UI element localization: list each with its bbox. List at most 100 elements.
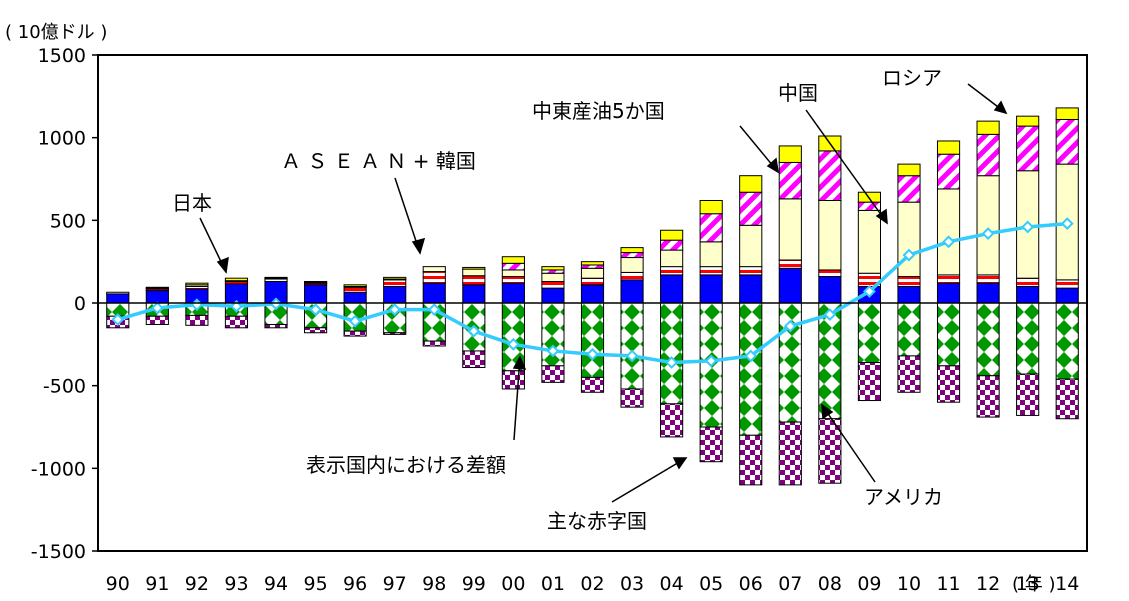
annotation-japan: 日本 [172,191,212,215]
bar-japan [304,284,328,304]
arrow-china [805,109,888,224]
x-tick-label: 07 [778,573,802,595]
x-tick-label: 02 [580,573,604,595]
bar-china [976,175,1000,276]
y-unit-label: ( 10億ドル ) [5,22,107,43]
bar-russia [897,163,921,177]
bar-japan [1055,287,1079,304]
bar-asean_korea [778,259,802,269]
bar-russia [224,277,249,282]
bar-usa [936,302,961,367]
bar-china [501,269,525,278]
x-tick-label: 05 [699,573,723,595]
x-tick-label: 12 [976,573,1000,595]
bar-russia [1016,115,1040,127]
bar-russia [304,281,328,283]
bar-other_deficit [857,362,881,402]
bar-usa [580,302,605,378]
bar-japan [976,282,1000,304]
y-axis-ticks: 1500 1000 500 0 -500 -1000 -1500 [31,45,98,563]
bar-other_deficit [1016,373,1040,416]
bar-asean_korea [620,271,644,281]
plot-frame [97,54,1088,552]
bar-japan [660,274,684,304]
bar-russia [739,175,763,193]
bar-other_deficit [264,323,288,329]
bar-japan [343,291,367,304]
x-tick-label: 14 [1055,573,1079,595]
line-point-difference [902,248,916,262]
bar-asean_korea [501,276,525,284]
bar-asean_korea [976,274,1000,284]
bar-mideast5 [1055,118,1079,165]
x-axis-ticks: 90 91 92 93 94 95 96 97 98 99 00 01 02 03 04 05 06 07 08 09… [106,573,1080,595]
bar-japan [897,285,921,304]
bar-china [936,188,961,276]
bar-other_deficit [224,315,249,329]
arrow-other-deficit [611,457,687,503]
bar-other_deficit [620,388,644,408]
bar-russia [936,140,961,155]
bar-other_deficit [383,332,407,335]
line-point-difference [704,354,718,368]
bar-russia [383,276,407,280]
line-point-difference [981,227,995,240]
bar-japan [778,267,802,304]
bar-mideast5 [818,150,842,201]
bar-russia [1055,107,1079,120]
annotations: 日本 Ａ Ｓ Ｅ Ａ Ｎ + 韓国 中東産油5か国 中国 ロシア 表示国内におけ… [172,66,1008,533]
bar-usa [739,302,763,436]
x-tick-label: 95 [303,573,327,595]
line-point-difference [269,297,283,311]
bar-mideast5 [620,252,644,259]
bar-asean_korea [739,266,763,276]
bar-asean_korea [660,266,684,276]
bar-other_deficit [501,370,525,390]
x-tick-label: 06 [739,573,763,595]
bar-japan [818,276,842,304]
bar-china [580,267,605,279]
bar-usa [857,302,881,364]
bar-russia [343,284,367,287]
line-point-difference [1060,217,1074,231]
arrowhead-china [875,208,888,225]
bar-mideast5 [1016,125,1040,172]
annotation-other-deficit: 主な赤字国 [547,509,647,533]
bar-asean_korea [106,291,130,295]
y-tick-label: 0 [74,293,86,315]
bar-other_deficit [897,355,921,393]
bar-usa [897,302,921,357]
bar-other_deficit [976,375,1000,418]
bar-asean_korea [343,286,367,293]
bar-other_deficit [580,376,605,393]
bar-asean_korea [897,276,921,287]
bar-mideast5 [660,239,684,251]
x-tick-label: 01 [541,573,565,595]
bar-other_deficit [343,330,367,337]
bar-asean_korea [1016,277,1040,287]
y-tick-label: -1500 [31,541,86,563]
bar-asean_korea [818,269,842,278]
bar-russia [501,256,525,264]
bar-china [818,199,842,271]
x-tick-label: 99 [462,573,486,595]
bar-japan [145,290,169,304]
arrow-difference [513,356,521,441]
x-tick-label: 96 [343,573,367,595]
bar-china [778,198,802,261]
bar-other_deficit [462,350,486,368]
arrowhead-difference [512,355,527,370]
bar-other_deficit [304,327,328,334]
arrowhead-mideast5 [766,157,779,174]
arrowhead-japan [216,256,229,274]
bar-asean_korea [936,274,961,284]
arrowhead-usa [821,403,834,420]
bar-russia [857,191,881,203]
bar-russia [976,120,1000,135]
bar-china [857,209,881,274]
x-tick-label: 11 [936,573,960,595]
bar-japan [106,293,130,304]
line-point-difference [506,337,520,351]
bar-usa [1016,302,1040,375]
y-tick-label: 1500 [38,45,86,67]
